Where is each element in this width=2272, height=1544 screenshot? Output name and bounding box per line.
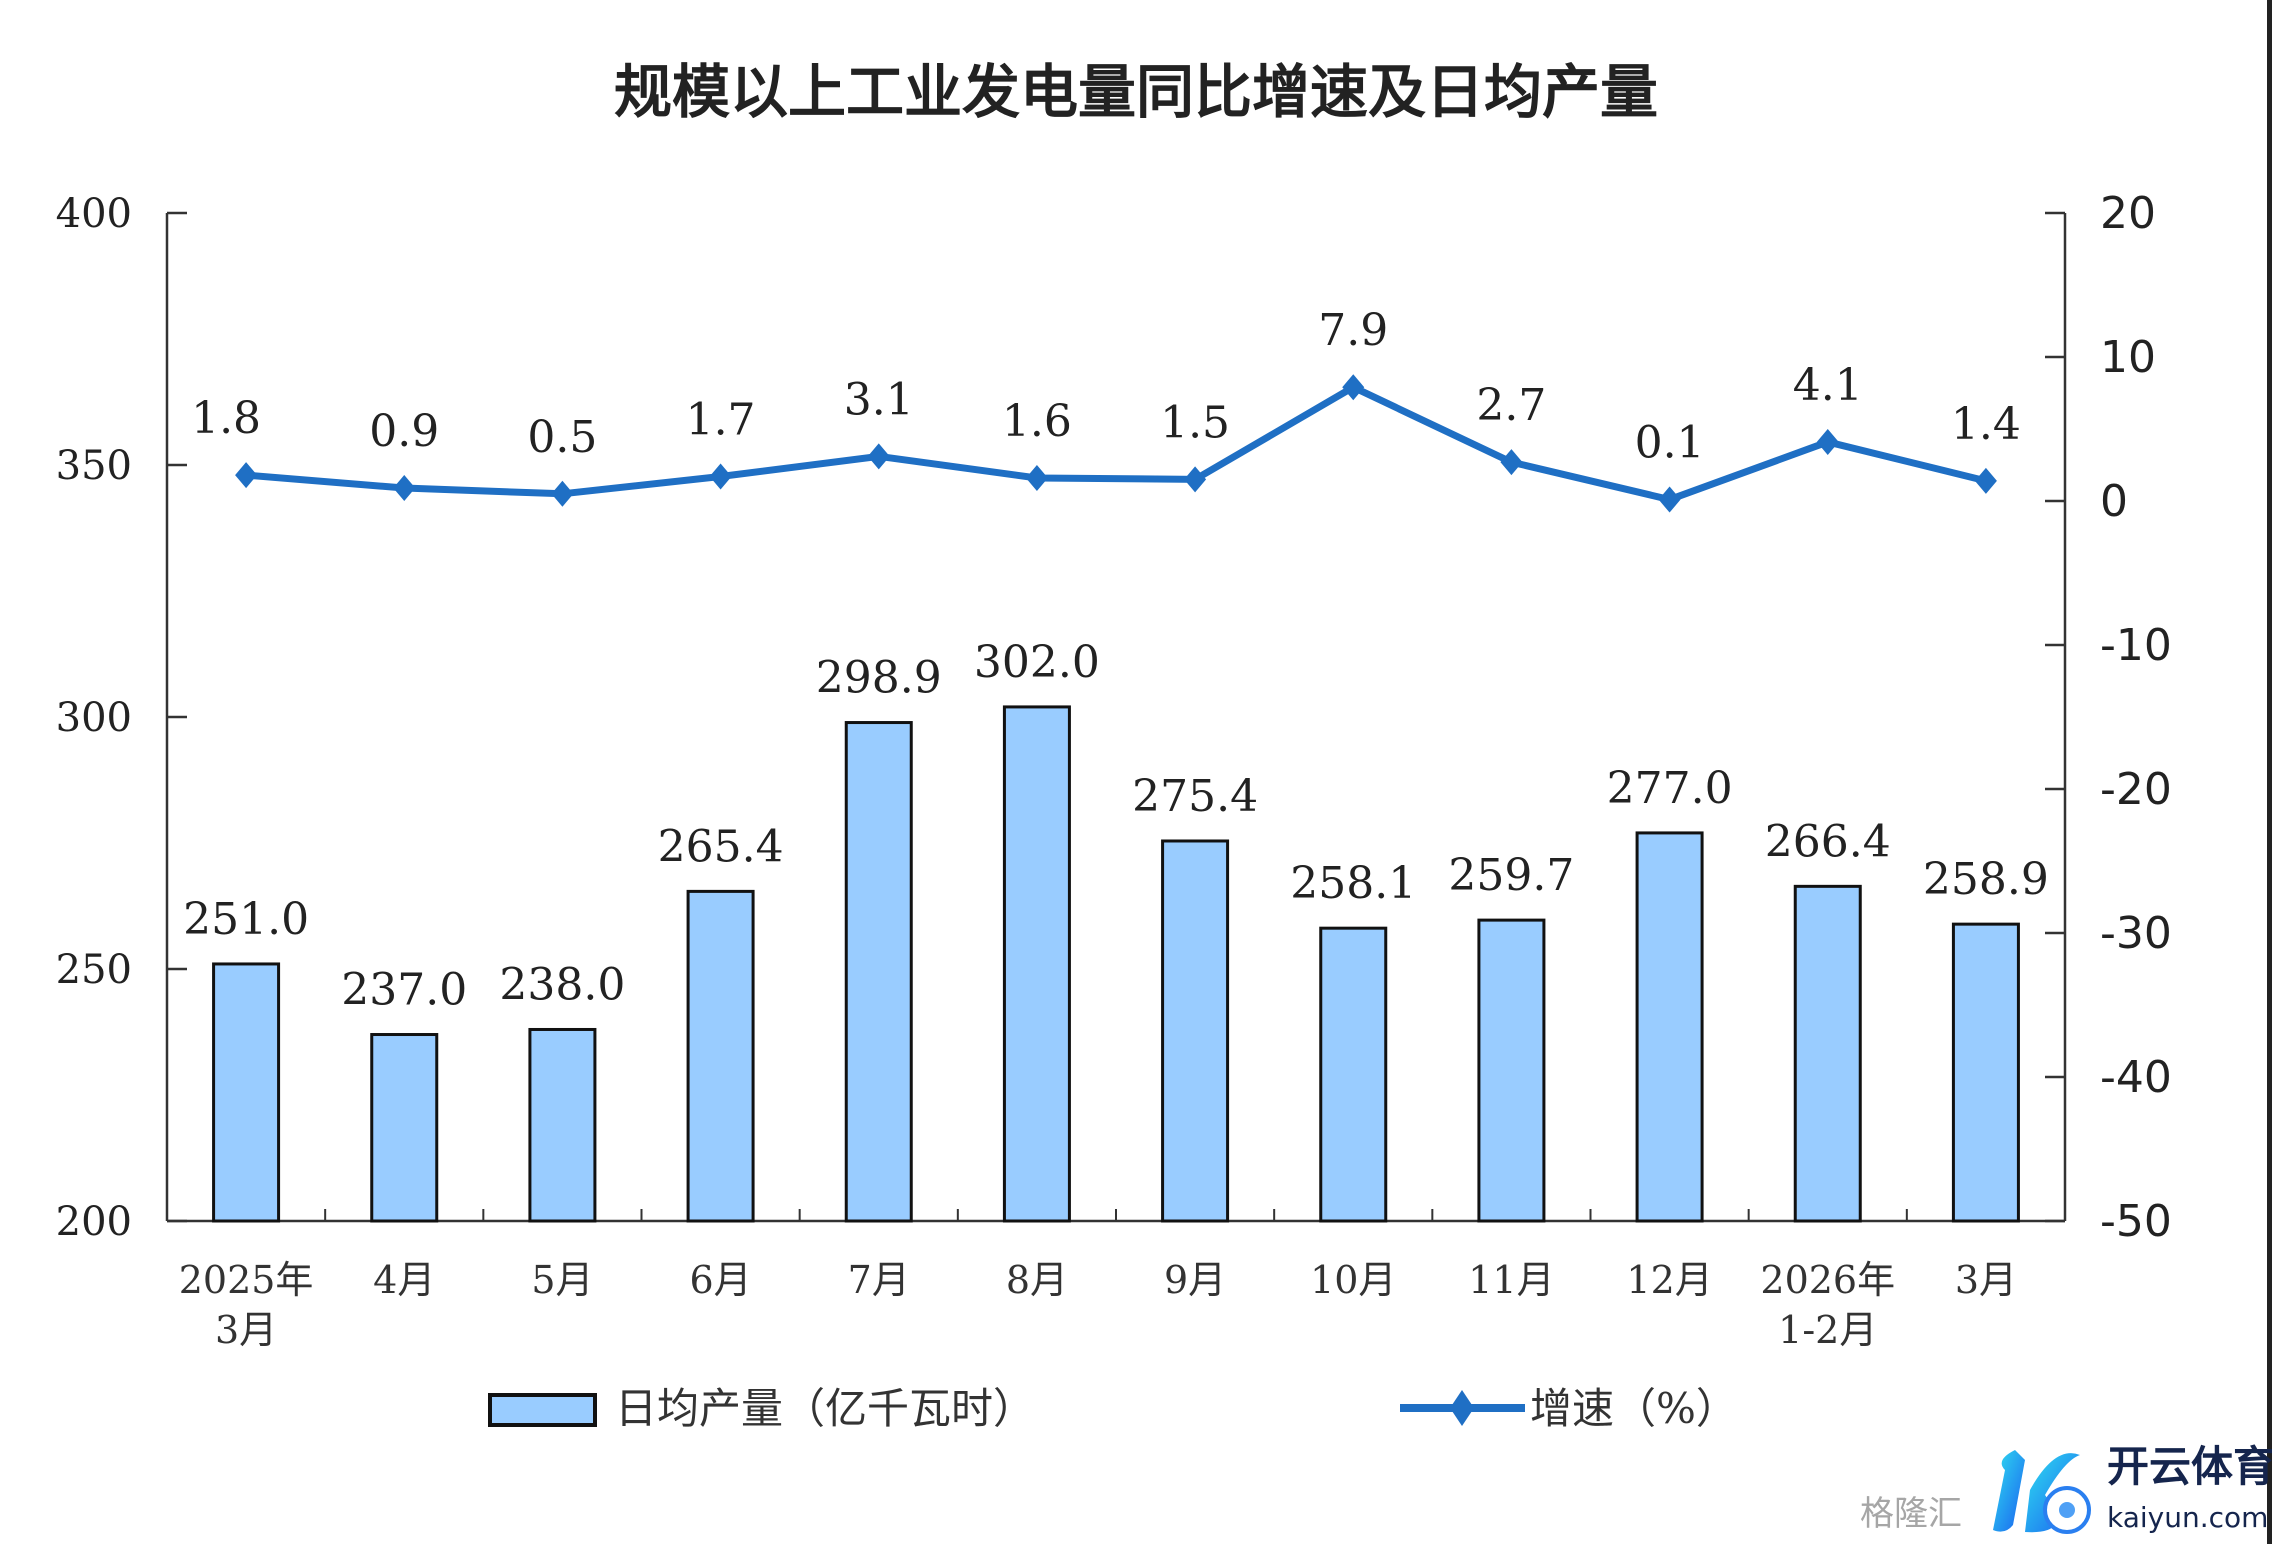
growth-point	[1025, 464, 1048, 491]
bar	[528, 1027, 597, 1223]
bar-data-label: 275.4	[1132, 771, 1258, 822]
bar-data-label: 266.4	[1765, 816, 1891, 867]
bar-data-label: 251.0	[183, 894, 309, 945]
x-tick-label: 3月	[1955, 1258, 2017, 1302]
growth-data-label: 0.5	[527, 412, 597, 463]
growth-point	[1342, 374, 1365, 401]
watermark-brand-cn: 开云体育	[2107, 1442, 2272, 1491]
right-border	[2267, 0, 2272, 1544]
growth-data-label: 1.7	[686, 395, 756, 446]
bar-data-label: 259.7	[1448, 850, 1574, 901]
bar-data-label: 298.9	[816, 653, 942, 704]
legend-line-label: 增速（%）	[1530, 1384, 1738, 1433]
x-tick-label: 11月	[1468, 1258, 1554, 1302]
y-left-tick-label: 200	[56, 1199, 132, 1245]
growth-data-label: 1.5	[1160, 397, 1230, 448]
bar	[686, 889, 755, 1223]
growth-data-label: 3.1	[844, 374, 914, 425]
x-tick-label: 9月	[1164, 1258, 1226, 1302]
bar	[844, 721, 913, 1223]
growth-data-label: 1.6	[1002, 396, 1072, 447]
growth-point	[1816, 428, 1839, 455]
growth-data-label: 0.9	[369, 406, 439, 457]
x-tick-label: 2025年	[179, 1258, 314, 1302]
y-left-tick-label: 350	[56, 443, 132, 489]
y-right-tick-label: 20	[2100, 188, 2156, 239]
y-left-tick-label: 300	[56, 695, 132, 741]
growth-data-label: 1.8	[191, 393, 261, 444]
x-tick-label: 12月	[1626, 1258, 1712, 1302]
bar-data-label: 258.1	[1290, 858, 1416, 909]
x-tick-label: 10月	[1310, 1258, 1396, 1302]
growth-point	[551, 480, 574, 507]
legend-bar-label: 日均产量（亿千瓦时）	[615, 1384, 1035, 1433]
bar-data-label: 238.0	[499, 959, 625, 1010]
bar-data-label: 277.0	[1607, 763, 1733, 814]
y-left-tick-label: 400	[56, 191, 132, 237]
growth-data-label: 4.1	[1793, 360, 1863, 411]
bar	[212, 962, 281, 1223]
watermark-source: 格隆汇	[1860, 1494, 1962, 1534]
x-tick-label: 4月	[373, 1258, 435, 1302]
growth-point	[1500, 449, 1523, 476]
x-tick-label: 5月	[531, 1258, 593, 1302]
y-left-tick-label: 250	[56, 947, 132, 993]
growth-point	[709, 463, 732, 490]
y-right-tick-label: -10	[2100, 620, 2172, 671]
bar	[1635, 831, 1704, 1223]
growth-point	[867, 443, 890, 470]
growth-data-label: 1.4	[1951, 399, 2021, 450]
bar	[1319, 926, 1388, 1223]
growth-data-label: 0.1	[1635, 418, 1705, 469]
bar	[1793, 884, 1862, 1223]
growth-point	[393, 475, 416, 502]
x-tick-label: 7月	[848, 1258, 910, 1302]
bar-data-label: 237.0	[341, 965, 467, 1016]
x-tick-label: 1-2月	[1778, 1308, 1877, 1352]
growth-data-label: 7.9	[1318, 305, 1388, 356]
y-right-tick-label: -50	[2100, 1196, 2172, 1247]
bar	[1002, 705, 1071, 1223]
growth-point	[235, 462, 258, 489]
bar	[370, 1033, 439, 1223]
watermark-brand-en: kaiyun.com	[2107, 1501, 2269, 1534]
bar	[1161, 839, 1230, 1223]
watermark-logo: 开云体育 kaiyun.com 格隆汇	[1860, 1440, 2272, 1540]
x-tick-label: 6月	[689, 1258, 751, 1302]
bar-data-label: 265.4	[658, 821, 784, 872]
growth-point	[1658, 486, 1681, 513]
legend-line-marker-icon	[1450, 1390, 1474, 1426]
bar	[1477, 918, 1546, 1223]
x-tick-label: 8月	[1006, 1258, 1068, 1302]
growth-line	[245, 383, 1987, 504]
y-right-tick-label: 10	[2100, 332, 2156, 383]
y-right-tick-label: -30	[2100, 908, 2172, 959]
x-tick-label: 3月	[215, 1308, 277, 1352]
bar-data-label: 302.0	[974, 637, 1100, 688]
growth-point	[1974, 467, 1997, 494]
legend-bar-swatch	[488, 1393, 597, 1427]
chart-title: 规模以上工业发电量同比增速及日均产量	[614, 58, 1658, 126]
growth-point	[1184, 466, 1207, 493]
kaiyun-logo-icon	[1993, 1450, 2091, 1534]
bar	[1951, 922, 2020, 1223]
y-right-tick-label: -40	[2100, 1052, 2172, 1103]
bar-data-label: 258.9	[1923, 854, 2049, 905]
y-right-tick-label: 0	[2100, 476, 2128, 527]
x-tick-label: 2026年	[1760, 1258, 1895, 1302]
y-right-tick-label: -20	[2100, 764, 2172, 815]
growth-data-label: 2.7	[1476, 380, 1546, 431]
